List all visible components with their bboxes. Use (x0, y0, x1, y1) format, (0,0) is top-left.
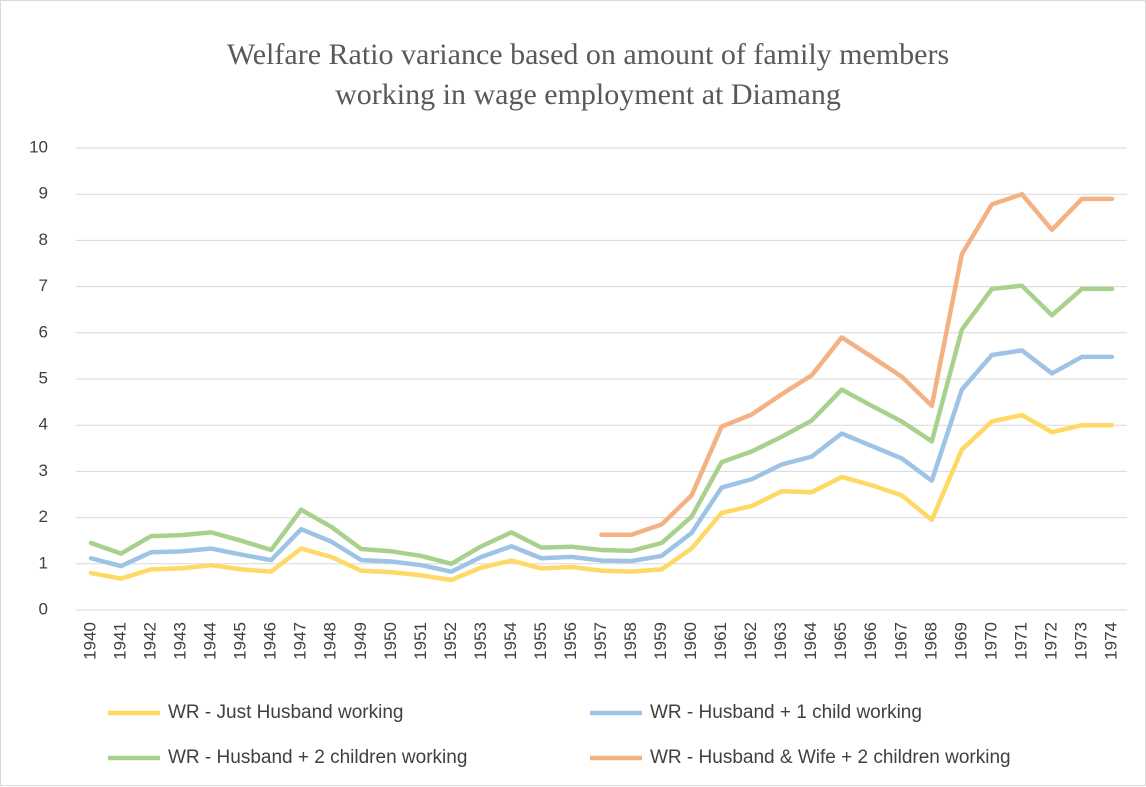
x-tick-label: 1957 (591, 622, 610, 660)
y-tick-label: 5 (39, 368, 48, 387)
x-tick-label: 1958 (621, 622, 640, 660)
y-tick-label: 6 (39, 322, 48, 341)
chart-title: working in wage employment at Diamang (335, 78, 841, 111)
x-tick-label: 1954 (501, 622, 520, 660)
x-tick-label: 1959 (651, 622, 670, 660)
x-tick-label: 1943 (171, 622, 190, 660)
x-tick-label: 1951 (411, 622, 430, 660)
legend-label: WR - Husband & Wife + 2 children working (650, 747, 1011, 768)
x-tick-label: 1955 (531, 622, 550, 660)
x-tick-label: 1946 (261, 622, 280, 660)
x-tick-label: 1953 (471, 622, 490, 660)
y-tick-label: 10 (29, 137, 48, 156)
y-tick-label: 4 (39, 415, 48, 434)
x-tick-label: 1972 (1041, 622, 1060, 660)
x-tick-label: 1970 (981, 622, 1000, 660)
y-tick-label: 7 (39, 276, 48, 295)
legend-label: WR - Just Husband working (168, 702, 403, 723)
legend-label: WR - Husband + 2 children working (168, 747, 467, 768)
x-tick-label: 1965 (831, 622, 850, 660)
x-tick-label: 1964 (801, 622, 820, 660)
series-line (88, 283, 1115, 567)
x-tick-label: 1966 (861, 622, 880, 660)
y-tick-label: 0 (39, 599, 48, 618)
series-line (88, 412, 1115, 583)
x-tick-label: 1971 (1011, 622, 1030, 660)
x-tick-label: 1948 (321, 622, 340, 660)
x-tick-label: 1945 (231, 622, 250, 660)
y-tick-label: 1 (39, 553, 48, 572)
x-tick-label: 1960 (681, 622, 700, 660)
x-tick-label: 1973 (1071, 622, 1090, 660)
y-tick-label: 3 (39, 461, 48, 480)
x-tick-label: 1967 (891, 622, 910, 660)
x-tick-label: 1947 (291, 622, 310, 660)
x-tick-label: 1949 (351, 622, 370, 660)
x-tick-label: 1974 (1101, 622, 1120, 660)
x-tick-label: 1956 (561, 622, 580, 660)
x-tick-label: 1969 (951, 622, 970, 660)
x-tick-label: 1963 (771, 622, 790, 660)
chart-title: Welfare Ratio variance based on amount o… (227, 38, 949, 71)
x-tick-label: 1961 (711, 622, 730, 660)
x-tick-label: 1952 (441, 622, 460, 660)
y-tick-label: 9 (39, 184, 48, 203)
x-tick-label: 1940 (80, 622, 99, 660)
series-line (599, 191, 1115, 537)
x-tick-label: 1968 (921, 622, 940, 660)
x-tick-label: 1941 (111, 622, 130, 660)
x-tick-label: 1942 (141, 622, 160, 660)
x-tick-label: 1944 (201, 622, 220, 660)
x-tick-label: 1962 (741, 622, 760, 660)
series-line (88, 348, 1115, 574)
y-tick-label: 2 (39, 507, 48, 526)
legend-label: WR - Husband + 1 child working (650, 702, 922, 723)
x-tick-label: 1950 (381, 622, 400, 660)
y-tick-label: 8 (39, 230, 48, 249)
